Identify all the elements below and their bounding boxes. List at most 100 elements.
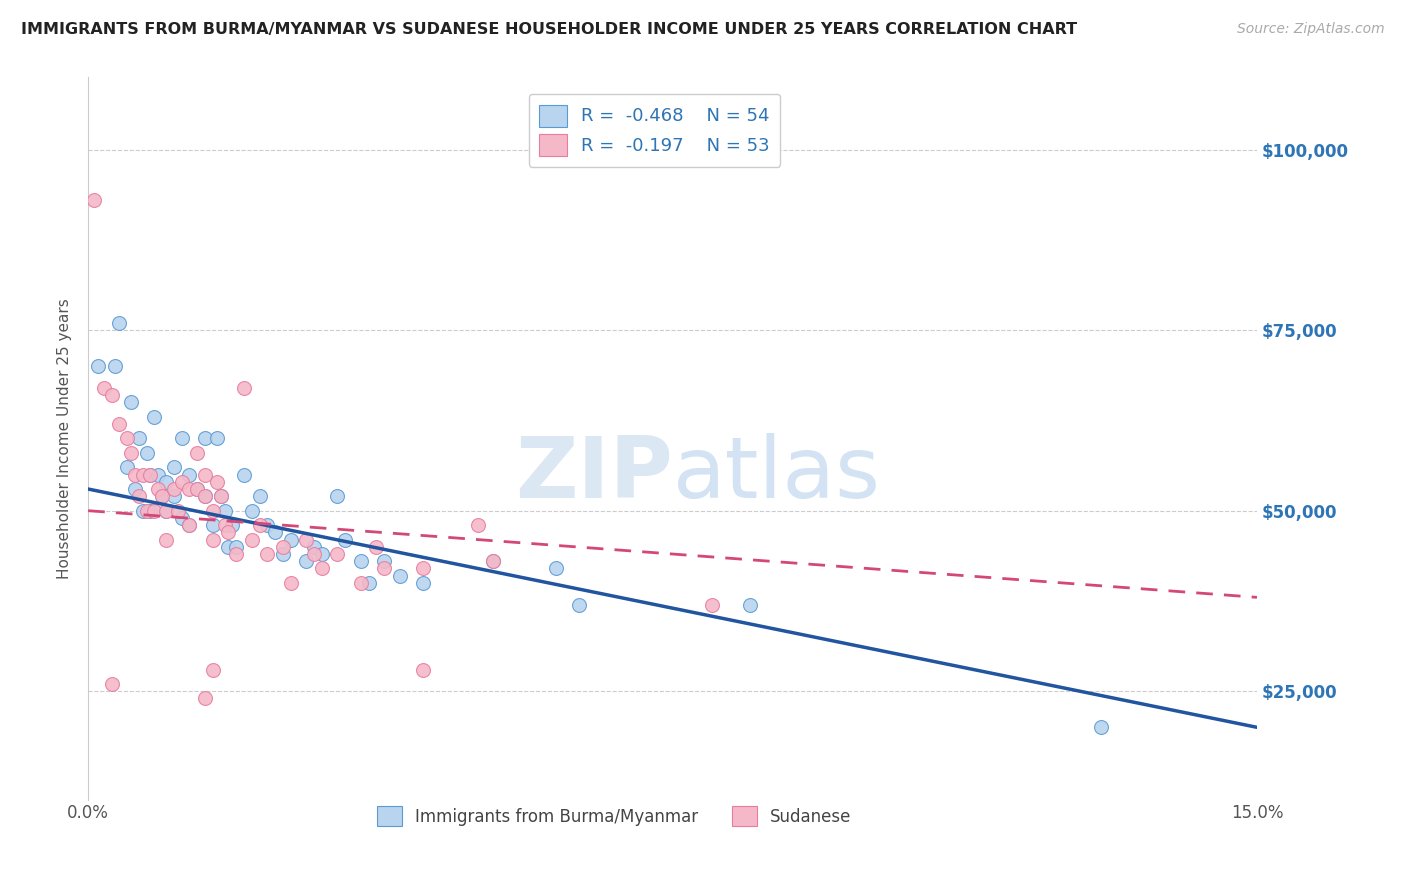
Point [83, 193, 105, 207]
Point [311, 547, 333, 561]
Point [135, 504, 157, 518]
Point [326, 489, 349, 503]
Point [128, 489, 150, 503]
Point [166, 504, 188, 518]
Point [143, 504, 166, 518]
Point [225, 540, 247, 554]
Point [131, 504, 153, 518]
Point [271, 540, 294, 554]
Point [350, 575, 373, 590]
Point [186, 482, 208, 496]
Point [209, 489, 232, 503]
Point [179, 467, 201, 482]
Point [240, 533, 263, 547]
Point [115, 432, 138, 446]
Point [357, 575, 380, 590]
Point [205, 432, 228, 446]
Point [544, 561, 567, 575]
Point [366, 540, 388, 554]
Point [350, 554, 373, 568]
Point [233, 467, 256, 482]
Point [373, 554, 395, 568]
Point [482, 554, 505, 568]
Point [209, 489, 232, 503]
Text: Source: ZipAtlas.com: Source: ZipAtlas.com [1237, 22, 1385, 37]
Point [240, 504, 263, 518]
Point [124, 482, 146, 496]
Point [108, 316, 131, 330]
Text: ZIP: ZIP [515, 434, 672, 516]
Point [179, 482, 201, 496]
Point [179, 518, 201, 533]
Point [170, 511, 193, 525]
Point [412, 575, 434, 590]
Point [295, 554, 318, 568]
Point [467, 518, 489, 533]
Point [170, 475, 193, 489]
Point [214, 518, 236, 533]
Point [108, 417, 131, 431]
Point [740, 598, 762, 612]
Point [155, 533, 177, 547]
Point [373, 561, 395, 575]
Point [249, 489, 271, 503]
Point [335, 533, 357, 547]
Point [280, 575, 302, 590]
Y-axis label: Householder Income Under 25 years: Householder Income Under 25 years [58, 298, 72, 579]
Point [201, 533, 224, 547]
Point [170, 432, 193, 446]
Point [163, 482, 186, 496]
Point [120, 446, 142, 460]
Point [148, 467, 170, 482]
Text: IMMIGRANTS FROM BURMA/MYANMAR VS SUDANESE HOUSEHOLDER INCOME UNDER 25 YEARS CORR: IMMIGRANTS FROM BURMA/MYANMAR VS SUDANES… [21, 22, 1077, 37]
Point [150, 489, 173, 503]
Point [135, 446, 157, 460]
Text: atlas: atlas [672, 434, 880, 516]
Point [311, 561, 333, 575]
Point [568, 598, 591, 612]
Point [700, 598, 723, 612]
Point [100, 677, 122, 691]
Point [233, 381, 256, 395]
Point [93, 381, 115, 395]
Point [139, 504, 162, 518]
Point [163, 489, 186, 503]
Point [256, 547, 278, 561]
Point [412, 561, 434, 575]
Point [163, 460, 186, 475]
Point [201, 518, 224, 533]
Point [124, 467, 146, 482]
Point [214, 504, 236, 518]
Point [155, 475, 177, 489]
Point [1090, 720, 1112, 734]
Point [280, 533, 302, 547]
Point [249, 518, 271, 533]
Point [143, 409, 166, 424]
Point [104, 359, 127, 374]
Point [302, 547, 325, 561]
Point [150, 489, 173, 503]
Point [256, 518, 278, 533]
Point [217, 540, 239, 554]
Point [205, 475, 228, 489]
Point [201, 504, 224, 518]
Legend: Immigrants from Burma/Myanmar, Sudanese: Immigrants from Burma/Myanmar, Sudanese [368, 797, 859, 835]
Point [221, 518, 243, 533]
Point [155, 504, 177, 518]
Point [139, 467, 162, 482]
Point [412, 663, 434, 677]
Point [194, 489, 217, 503]
Point [139, 467, 162, 482]
Point [302, 540, 325, 554]
Point [194, 489, 217, 503]
Point [388, 568, 411, 582]
Point [100, 388, 122, 402]
Point [225, 547, 247, 561]
Point [186, 482, 208, 496]
Point [217, 525, 239, 540]
Point [131, 467, 153, 482]
Point [128, 432, 150, 446]
Point [326, 547, 349, 561]
Point [295, 533, 318, 547]
Point [194, 467, 217, 482]
